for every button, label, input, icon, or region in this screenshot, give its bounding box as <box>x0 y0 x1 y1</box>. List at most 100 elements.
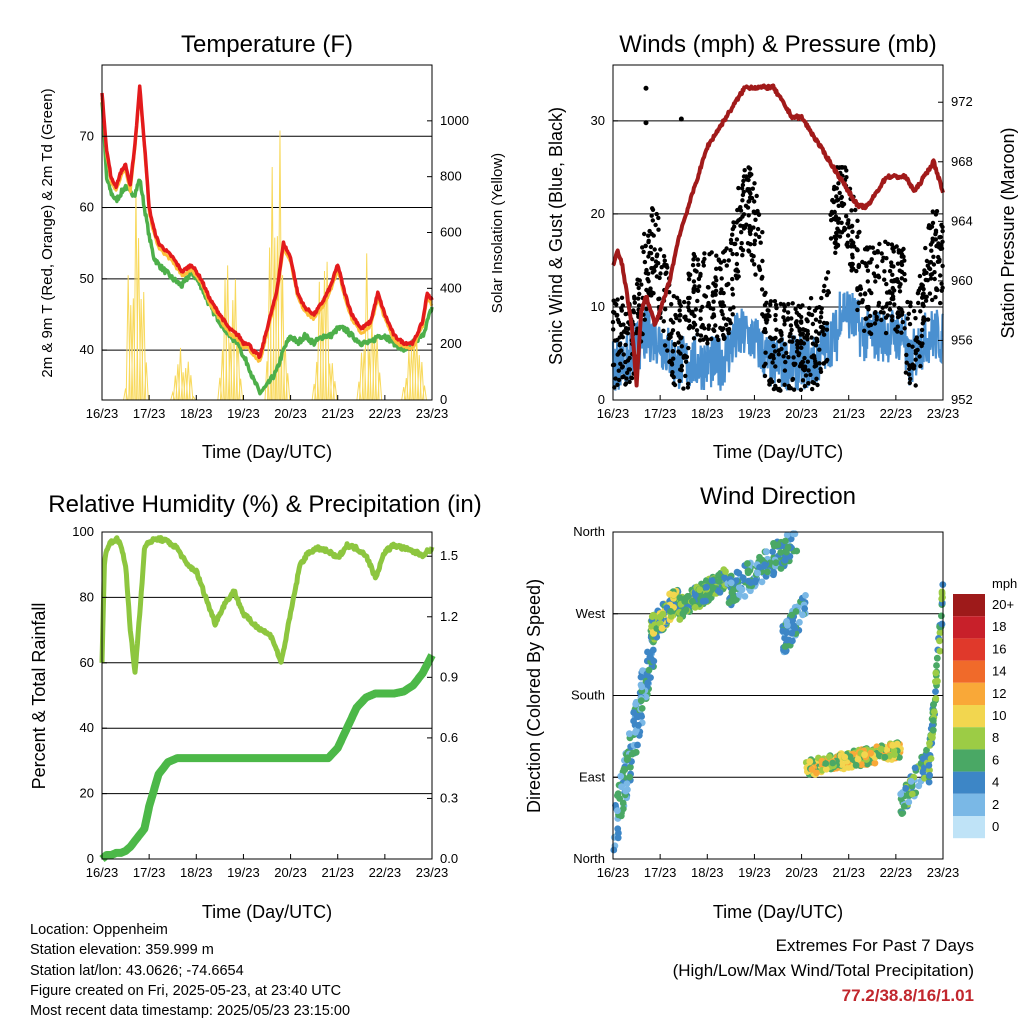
gust-point <box>681 386 686 391</box>
x-tick-label: 20/23 <box>785 406 818 421</box>
direction-point <box>648 613 656 620</box>
direction-point <box>857 761 865 768</box>
direction-point <box>754 569 761 577</box>
gust-point <box>643 85 649 91</box>
direction-point <box>638 683 646 691</box>
direction-point <box>614 825 622 833</box>
direction-point <box>902 784 910 792</box>
gust-point <box>836 228 841 233</box>
gust-point <box>665 348 670 353</box>
gust-point <box>691 287 696 292</box>
insolation-y-label: Solar Insolation (Yellow) <box>489 153 506 313</box>
gust-point <box>644 267 649 273</box>
gust-point <box>828 236 834 241</box>
gust-point <box>800 359 805 365</box>
direction-point <box>784 621 791 629</box>
gust-point <box>813 359 818 364</box>
direction-point <box>822 760 830 767</box>
gust-point <box>913 351 918 356</box>
insolation-trace <box>421 385 427 401</box>
x-tick-label: 19/23 <box>227 865 260 880</box>
gust-point <box>759 287 765 292</box>
humidity-panel: Relative Humidity (%) & Precipitation (i… <box>29 491 482 922</box>
gust-point <box>623 311 628 317</box>
direction-point <box>614 834 622 842</box>
gust-point <box>925 263 930 268</box>
direction-point <box>871 759 879 767</box>
gust-point <box>893 327 898 332</box>
direction-point <box>801 605 808 612</box>
y-tick-label: 0 <box>598 392 605 407</box>
gust-point <box>672 342 678 348</box>
gust-point <box>643 243 648 249</box>
direction-point <box>614 807 621 815</box>
direction-point <box>925 778 933 786</box>
gust-point <box>734 261 740 267</box>
gust-point <box>782 342 787 347</box>
x-tick-label: 22/23 <box>880 865 913 880</box>
direction-point <box>756 564 763 571</box>
gust-point <box>927 260 933 265</box>
gust-point <box>772 349 778 354</box>
y2-tick-label: 952 <box>951 392 973 407</box>
gust-point <box>905 316 910 321</box>
gust-point <box>844 175 849 180</box>
gust-point <box>890 285 895 291</box>
gust-point <box>872 321 878 326</box>
gust-point <box>747 171 753 176</box>
x-tick-label: 18/23 <box>180 406 213 421</box>
direction-point <box>637 697 645 704</box>
gust-point <box>752 262 757 267</box>
gust-point <box>789 327 794 333</box>
direction-point <box>796 618 803 626</box>
gust-point <box>711 327 716 332</box>
gust-point <box>833 217 838 222</box>
gust-point <box>640 245 645 250</box>
gust-point <box>631 310 637 315</box>
insolation-trace <box>329 363 335 401</box>
gust-point <box>877 241 882 247</box>
gust-point <box>903 370 909 375</box>
gust-point <box>755 226 761 232</box>
gust-point <box>799 314 804 320</box>
gust-point <box>907 321 913 327</box>
legend-label: 12 <box>992 686 1006 701</box>
gust-point <box>747 195 753 200</box>
direction-point <box>745 577 752 585</box>
gust-point <box>651 291 656 296</box>
gust-point <box>887 268 893 274</box>
direction-x-label: Time (Day/UTC) <box>713 902 843 922</box>
direction-point <box>929 717 937 724</box>
direction-point <box>658 624 666 632</box>
gust-point <box>862 328 867 333</box>
gust-point <box>921 286 926 292</box>
gust-point <box>845 233 851 238</box>
gust-point <box>928 242 934 247</box>
gust-point <box>617 349 622 354</box>
gust-point <box>902 258 907 263</box>
gust-point <box>736 185 741 191</box>
gust-point <box>734 252 739 257</box>
pressure-y-label: Station Pressure (Maroon) <box>998 127 1018 338</box>
recent-timestamp: Most recent data timestamp: 2025/05/23 2… <box>30 1003 351 1020</box>
gust-point <box>906 311 911 316</box>
gust-point <box>937 235 942 240</box>
gust-point <box>650 256 655 262</box>
direction-point <box>761 561 768 569</box>
direction-point <box>791 530 799 538</box>
gust-point <box>922 294 928 300</box>
gust-point <box>896 250 901 255</box>
gust-point <box>817 347 822 352</box>
gust-point <box>790 301 795 306</box>
y-tick-label: 0 <box>87 851 94 866</box>
gust-point <box>686 300 691 306</box>
gust-point <box>615 382 620 387</box>
gust-point <box>867 313 873 319</box>
gust-point <box>696 262 701 267</box>
gust-point <box>778 338 784 343</box>
gust-point <box>648 244 654 250</box>
y-tick-label: East <box>579 769 605 784</box>
gust-point <box>739 241 744 246</box>
insolation-trace <box>232 279 238 401</box>
direction-point <box>936 629 944 637</box>
